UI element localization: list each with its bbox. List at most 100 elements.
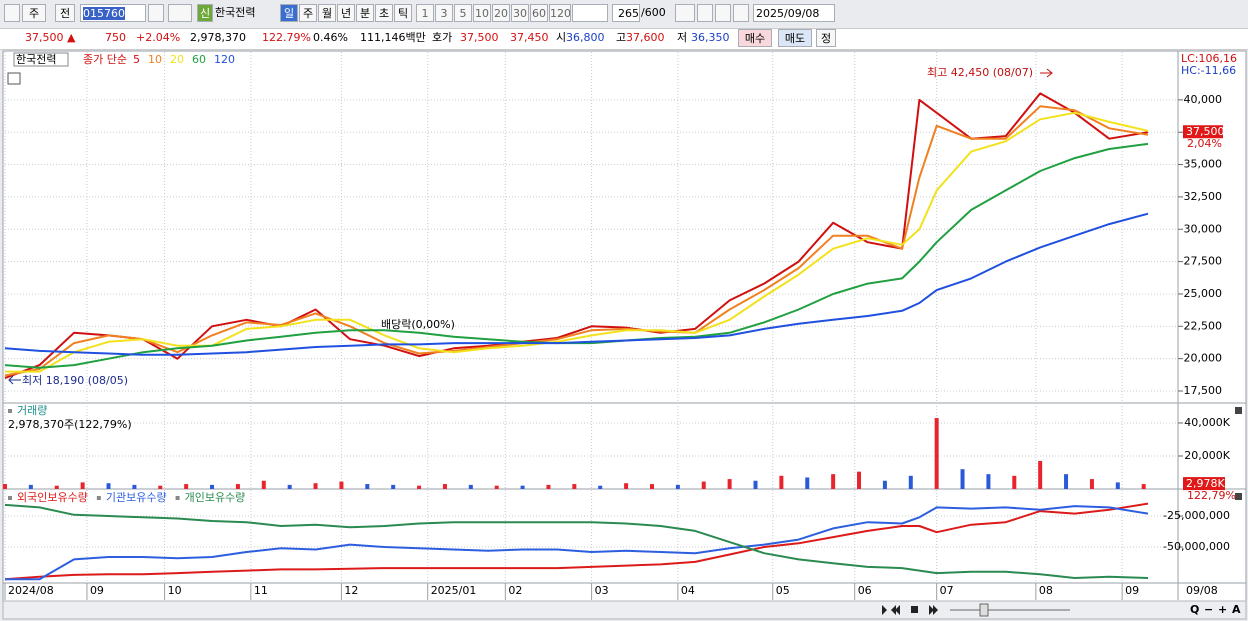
volume-bar [572, 484, 577, 489]
turnover: 0.46% [313, 31, 348, 44]
zoom-control[interactable]: Q [1190, 603, 1199, 616]
volume-bar [313, 483, 318, 489]
annotation-arrow [8, 375, 21, 385]
volume-bar [158, 485, 163, 489]
legend-item: 20 [170, 53, 184, 66]
zoom-control[interactable]: − [1204, 603, 1213, 616]
tool-icon[interactable] [675, 4, 695, 22]
volume-bar [287, 484, 292, 489]
last-rate: 2,04% [1187, 137, 1222, 150]
calc-icon[interactable] [7, 72, 21, 85]
y-tick-label: -50,000,000 [1163, 540, 1230, 553]
legend-item: 기관보유수량 [106, 491, 167, 504]
high: 37,600 [626, 31, 665, 44]
x-tick-label: 12 [344, 584, 358, 597]
period-button[interactable]: 주 [299, 4, 317, 22]
period-button[interactable]: 년 [337, 4, 355, 22]
sell-button[interactable]: 매도 [778, 29, 812, 47]
x-tick-label: 07 [940, 584, 954, 597]
annotation-dividend: 배당락(0,00%) [381, 318, 455, 331]
code-input[interactable]: 015760 [80, 4, 146, 22]
volume-bar [261, 480, 266, 489]
interval-button[interactable]: 30 [511, 4, 529, 22]
volume-bar [1038, 460, 1043, 489]
x-tick-label: 04 [681, 584, 695, 597]
y-tick-label: 17,500 [1184, 384, 1223, 397]
scroll-buttons[interactable] [882, 605, 938, 615]
change: 750 [105, 31, 126, 44]
volume-bar [857, 471, 862, 489]
count-input[interactable]: 265 [612, 4, 640, 22]
volume-bar [210, 484, 215, 489]
settings-icon[interactable] [733, 4, 749, 22]
legend-marker [96, 496, 101, 500]
interval-button[interactable]: 1 [416, 4, 434, 22]
rate: +2.04% [136, 31, 181, 44]
save-icon[interactable] [715, 4, 731, 22]
interval-button[interactable]: 3 [435, 4, 453, 22]
volume-bar [908, 475, 913, 489]
zoom-control[interactable]: + [1218, 603, 1227, 616]
menu-icon[interactable] [4, 4, 20, 22]
volume-bar [235, 484, 240, 489]
legend-marker [8, 409, 12, 413]
x-tick-label: 2025/01 [431, 584, 477, 597]
legend-marker [8, 496, 12, 500]
interval-button[interactable]: 60 [530, 4, 548, 22]
interval-button[interactable]: 10 [473, 4, 491, 22]
volume-bar [779, 475, 784, 489]
marks [3, 92, 1149, 581]
period-button[interactable]: 일 [280, 4, 298, 22]
volume-bar [339, 481, 344, 489]
legend-item: 5 [133, 53, 140, 66]
high-label: 고 [616, 31, 627, 44]
price: 37,500 ▲ [25, 31, 76, 44]
last-ratio: 122,79% [1187, 489, 1236, 502]
period-button[interactable]: 틱 [394, 4, 412, 22]
volume-bar [520, 485, 525, 489]
blank-select[interactable] [572, 4, 608, 22]
volume-bar [805, 477, 810, 489]
search-button[interactable] [148, 4, 164, 22]
sound-button[interactable] [168, 4, 192, 22]
volume-bar [54, 485, 59, 489]
x-tick-label: 11 [254, 584, 268, 597]
volume-bar [727, 479, 732, 489]
x-end-label: 09/08 [1186, 584, 1218, 597]
series-line [5, 505, 1149, 581]
volume-bar [80, 482, 85, 489]
volume-bar [882, 480, 887, 489]
x-tick-label: 10 [168, 584, 182, 597]
tool-icon[interactable] [697, 4, 713, 22]
correct-button[interactable]: 정 [816, 29, 836, 47]
interval-button[interactable]: 5 [454, 4, 472, 22]
volume-bar [1141, 484, 1146, 489]
y-tick-label: 20,000 [1184, 352, 1223, 365]
volume-bar [831, 474, 836, 489]
panel-close[interactable] [1235, 407, 1242, 414]
prev-button[interactable]: 전 [55, 4, 75, 22]
volume-bar [417, 485, 422, 489]
period-button[interactable]: 분 [356, 4, 374, 22]
panel-close[interactable] [1235, 493, 1242, 500]
market-select[interactable]: 주 [22, 4, 46, 22]
volume-bar [365, 484, 370, 489]
buy-button[interactable]: 매수 [738, 29, 772, 47]
period-button[interactable]: 월 [318, 4, 336, 22]
volume-bar [598, 485, 603, 489]
annotation-arrow [1040, 68, 1053, 78]
ask: 37,500 [460, 31, 499, 44]
open-label: 시 [556, 31, 567, 44]
date-input[interactable]: 2025/09/08 [753, 4, 835, 22]
interval-button[interactable]: 120 [549, 4, 571, 22]
scroll-thumb[interactable] [979, 603, 989, 617]
period-button[interactable]: 초 [375, 4, 393, 22]
volume-subtitle: 2,978,370주(122,79%) [8, 418, 132, 431]
series-line [4, 502, 1149, 581]
interval-button[interactable]: 20 [492, 4, 510, 22]
volume-bar [1012, 475, 1017, 489]
volume-bar [546, 484, 551, 489]
zoom-control[interactable]: A [1232, 603, 1241, 616]
legend-item: 60 [192, 53, 206, 66]
